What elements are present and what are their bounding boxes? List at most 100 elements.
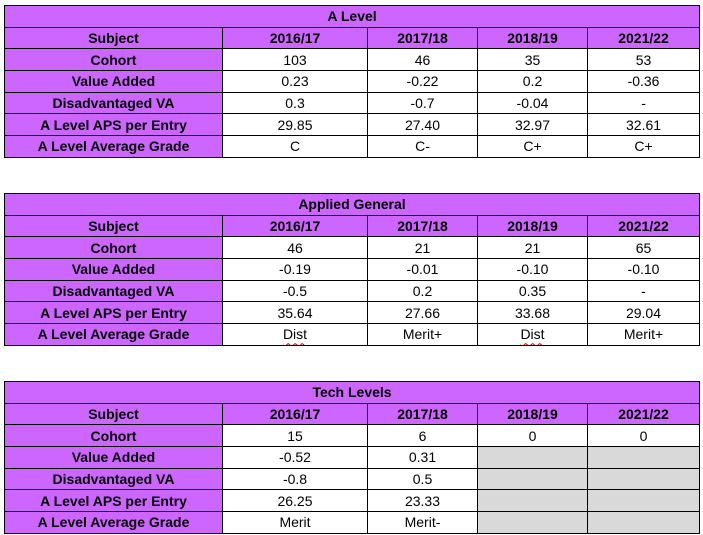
header-row: Subject 2016/17 2017/18 2018/19 2021/22 bbox=[4, 402, 701, 426]
empty-cell bbox=[586, 511, 701, 534]
empty-cell bbox=[586, 446, 701, 469]
empty-cell bbox=[586, 489, 701, 513]
table-cell: Merit+ bbox=[587, 323, 700, 346]
table-row: Cohort 103 46 35 53 bbox=[4, 48, 701, 72]
table-row: A Level APS per Entry 26.25 23.33 bbox=[4, 489, 701, 513]
empty-cell bbox=[477, 511, 588, 534]
table-title: Applied General bbox=[4, 193, 700, 216]
table-cell: 35.64 bbox=[222, 301, 368, 325]
table-cell: -0.04 bbox=[477, 91, 588, 115]
table-title: Tech Levels bbox=[3, 381, 701, 404]
table-cell: -0.19 bbox=[222, 258, 368, 281]
table-cell: -0.5 bbox=[222, 279, 368, 303]
table-cell: Merit+ bbox=[367, 323, 478, 346]
table-cell: 0.23 bbox=[222, 70, 368, 93]
table-cell: 0.2 bbox=[367, 279, 478, 303]
table-cell: C+ bbox=[477, 135, 588, 158]
table-cell: Dist bbox=[222, 323, 368, 346]
tech-levels-table: Tech Levels Subject 2016/17 2017/18 2018… bbox=[3, 381, 701, 534]
header-row: Subject 2016/17 2017/18 2018/19 2021/22 bbox=[4, 26, 701, 50]
table-row: A Level APS per Entry 29.85 27.40 32.97 … bbox=[4, 113, 701, 137]
row-label: Cohort bbox=[4, 236, 223, 260]
table-row: A Level Average Grade C C- C+ C+ bbox=[4, 135, 701, 158]
row-label: Disadvantaged VA bbox=[4, 91, 223, 115]
table-cell: 32.97 bbox=[477, 113, 588, 137]
table-row: A Level Average Grade Merit Merit- bbox=[4, 511, 701, 534]
row-label: A Level APS per Entry bbox=[4, 489, 223, 513]
table-cell: 29.85 bbox=[222, 113, 368, 137]
row-label: Disadvantaged VA bbox=[4, 279, 223, 303]
table-cell: 0.35 bbox=[477, 279, 588, 303]
table-cell: 15 bbox=[222, 424, 368, 448]
table-row: Cohort 46 21 21 65 bbox=[4, 236, 700, 260]
column-header: 2021/22 bbox=[586, 402, 701, 426]
table-title: A Level bbox=[3, 5, 701, 28]
table-cell: 23.33 bbox=[367, 489, 478, 513]
column-header: 2017/18 bbox=[367, 402, 478, 426]
table-cell: 21 bbox=[367, 236, 478, 260]
table-cell: 0 bbox=[477, 424, 588, 448]
empty-cell bbox=[586, 467, 701, 491]
table-cell: 21 bbox=[477, 236, 588, 260]
column-header: 2016/17 bbox=[222, 214, 368, 238]
table-cell: 33.68 bbox=[477, 301, 588, 325]
empty-cell bbox=[477, 489, 588, 513]
table-cell: 53 bbox=[586, 48, 701, 72]
column-header: 2017/18 bbox=[367, 214, 478, 238]
row-label: Cohort bbox=[4, 48, 223, 72]
row-label: A Level Average Grade bbox=[4, 511, 223, 534]
table-cell: -0.36 bbox=[586, 70, 701, 93]
table-row: A Level APS per Entry 35.64 27.66 33.68 … bbox=[4, 301, 700, 325]
table-cell: - bbox=[587, 279, 700, 303]
column-header: 2018/19 bbox=[477, 26, 588, 50]
column-header: 2021/22 bbox=[586, 26, 701, 50]
table-cell: -0.10 bbox=[587, 258, 700, 281]
column-header: Subject bbox=[4, 26, 223, 50]
table-cell: C+ bbox=[586, 135, 701, 158]
table-cell: 6 bbox=[367, 424, 478, 448]
table-cell: -0.01 bbox=[367, 258, 478, 281]
column-header: 2016/17 bbox=[222, 402, 368, 426]
table-cell: 29.04 bbox=[587, 301, 700, 325]
table-cell: C- bbox=[367, 135, 478, 158]
row-label: Disadvantaged VA bbox=[4, 467, 223, 491]
spellcheck-flagged-text: Dist bbox=[520, 326, 545, 343]
table-row: A Level Average Grade Dist Merit+ Dist M… bbox=[4, 323, 700, 346]
row-label: Value Added bbox=[4, 70, 223, 93]
table-row: Disadvantaged VA 0.3 -0.7 -0.04 - bbox=[4, 91, 701, 115]
table-cell: 103 bbox=[222, 48, 368, 72]
spellcheck-flagged-text: Dist bbox=[282, 326, 308, 343]
a-level-table: A Level Subject 2016/17 2017/18 2018/19 … bbox=[3, 5, 701, 158]
table-row: Cohort 15 6 0 0 bbox=[4, 424, 701, 448]
row-label: A Level APS per Entry bbox=[4, 113, 223, 137]
table-cell: -0.8 bbox=[222, 467, 368, 491]
table-cell: 27.66 bbox=[367, 301, 478, 325]
table-row: Disadvantaged VA -0.5 0.2 0.35 - bbox=[4, 279, 700, 303]
table-cell: 46 bbox=[367, 48, 478, 72]
column-header: Subject bbox=[4, 214, 223, 238]
table-cell: 46 bbox=[222, 236, 368, 260]
row-label: A Level APS per Entry bbox=[4, 301, 223, 325]
table-cell: 0 bbox=[586, 424, 701, 448]
table-cell: 32.61 bbox=[586, 113, 701, 137]
table-cell: -0.22 bbox=[367, 70, 478, 93]
column-header: 2017/18 bbox=[367, 26, 478, 50]
table-row: Value Added -0.52 0.31 bbox=[4, 446, 701, 469]
table-cell: -0.10 bbox=[477, 258, 588, 281]
table-row: Value Added -0.19 -0.01 -0.10 -0.10 bbox=[4, 258, 700, 281]
table-cell: 26.25 bbox=[222, 489, 368, 513]
row-label: Value Added bbox=[4, 446, 223, 469]
column-header: 2021/22 bbox=[587, 214, 700, 238]
empty-cell bbox=[477, 467, 588, 491]
table-cell: 35 bbox=[477, 48, 588, 72]
row-label: A Level Average Grade bbox=[4, 135, 223, 158]
table-cell: 0.31 bbox=[367, 446, 478, 469]
applied-general-table: Applied General Subject 2016/17 2017/18 … bbox=[4, 193, 700, 346]
table-cell: Dist bbox=[477, 323, 588, 346]
row-label: Cohort bbox=[4, 424, 223, 448]
table-row: Disadvantaged VA -0.8 0.5 bbox=[4, 467, 701, 491]
table-cell: 65 bbox=[587, 236, 700, 260]
row-label: Value Added bbox=[4, 258, 223, 281]
table-cell: -0.7 bbox=[367, 91, 478, 115]
table-cell: 0.5 bbox=[367, 467, 478, 491]
